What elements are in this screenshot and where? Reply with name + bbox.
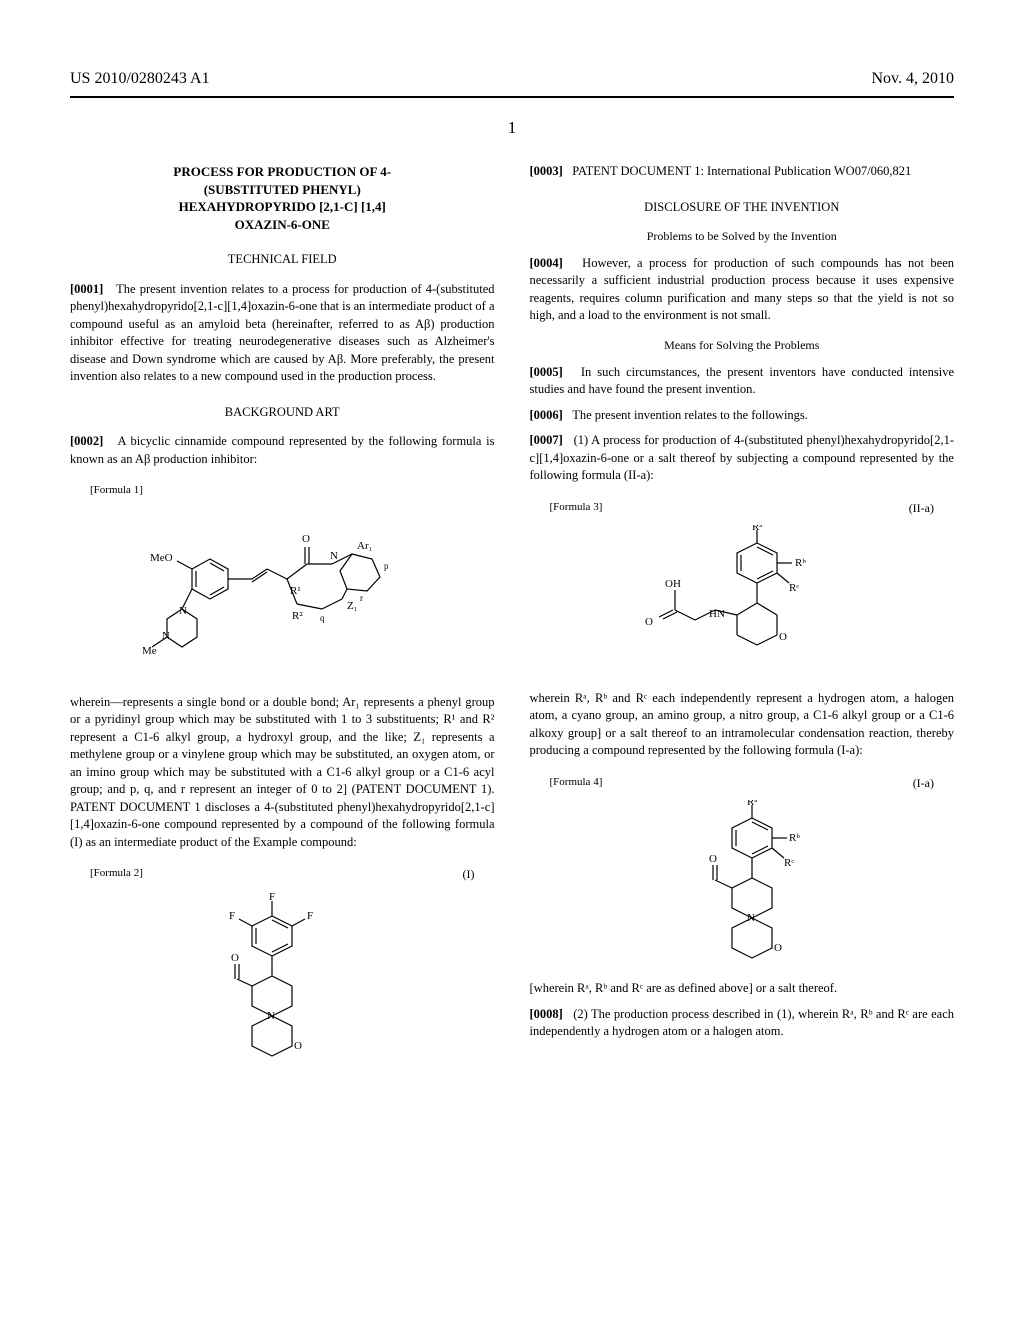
title-line: OXAZIN-6-ONE [70,216,495,234]
chem-label-q: q [320,613,325,623]
paragraph-0005: [0005] In such circumstances, the presen… [530,364,955,399]
publication-date: Nov. 4, 2010 [871,70,954,88]
chem-label-ra: Rᵃ [747,800,757,808]
para-number: [0002] [70,434,103,448]
para-number: [0003] [530,164,563,178]
page-number: 1 [70,118,954,138]
chem-label-n: N [179,605,187,617]
chem-label-o: O [709,853,717,865]
para-number: [0005] [530,365,563,379]
formula4-number: (I-a) [913,775,934,792]
paragraph-0002: [0002] A bicyclic cinnamide compound rep… [70,433,495,468]
technical-field-heading: TECHNICAL FIELD [70,251,495,269]
chem-label-z1: Z₁ [347,600,358,612]
chem-label-hn: HN [709,608,725,620]
formula2-label: [Formula 2] (I) [90,866,495,881]
formula3-label: [Formula 3] (II-a) [550,500,955,515]
chem-label-n: N [747,912,755,924]
para-number: [0006] [530,408,563,422]
chem-label-o: O [231,952,239,964]
para-number: [0001] [70,282,103,296]
chem-label-rb: Rᵇ [789,832,800,844]
para-number: [0004] [530,256,563,270]
chem-label-f: F [269,891,275,903]
para-number: [0008] [530,1007,563,1021]
chem-label-ra: Rᵃ [752,525,762,533]
para-text: (2) The production process described in … [530,1007,955,1039]
chemical-formula-4: Rᵃ Rᵇ Rᶜ O N O [657,800,827,965]
paragraph-0007b: wherein Rᵃ, Rᵇ and Rᶜ each independently… [530,690,955,760]
chem-label-o: O [779,631,787,643]
title-line: (SUBSTITUTED PHENYL) [70,181,495,199]
paragraph-0008: [0008] (2) The production process descri… [530,1006,955,1041]
para-text: PATENT DOCUMENT 1: International Publica… [572,164,911,178]
page-header: US 2010/0280243 A1 Nov. 4, 2010 [70,70,954,88]
chemical-formula-1: MeO Me N N O N Ar₁ R¹ R² Z₁ p q r [142,509,422,679]
para-text: The present invention relates to the fol… [572,408,808,422]
paragraph-0004: [0004] However, a process for production… [530,255,955,325]
para-text: In such circumstances, the present inven… [530,365,955,397]
left-column: PROCESS FOR PRODUCTION OF 4- (SUBSTITUTE… [70,163,495,1086]
formula4-label-text: [Formula 4] [550,776,603,788]
chem-label-r2: R² [292,610,303,622]
chem-label-o: O [774,942,782,954]
title-line: HEXAHYDROPYRIDO [2,1-C] [1,4] [70,198,495,216]
formula4-label: [Formula 4] (I-a) [550,775,955,790]
chemical-formula-2: F F F O N O [197,891,367,1071]
document-title: PROCESS FOR PRODUCTION OF 4- (SUBSTITUTE… [70,163,495,233]
title-line: PROCESS FOR PRODUCTION OF 4- [70,163,495,181]
paragraph-0003: [0003] PATENT DOCUMENT 1: International … [530,163,955,181]
right-column: [0003] PATENT DOCUMENT 1: International … [530,163,955,1086]
chem-label-f: F [229,910,235,922]
formula2-number: (I) [463,866,475,883]
chem-label-n: N [162,630,170,642]
chemical-formula-3: Rᵃ Rᵇ Rᶜ OH O HN O [637,525,847,675]
problems-heading: Problems to be Solved by the Invention [530,228,955,245]
two-column-layout: PROCESS FOR PRODUCTION OF 4- (SUBSTITUTE… [70,163,954,1086]
chem-label-ar1: Ar₁ [357,540,373,552]
paragraph-0002b: wherein—represents a single bond or a do… [70,694,495,852]
chem-label-f: F [307,910,313,922]
formula3-label-text: [Formula 3] [550,501,603,513]
chem-label-n: N [267,1010,275,1022]
paragraph-0006: [0006] The present invention relates to … [530,407,955,425]
para-text: The present invention relates to a proce… [70,282,495,384]
chem-label-oh: OH [665,578,681,590]
formula2-label-text: [Formula 2] [90,867,143,879]
para-text: However, a process for production of suc… [530,256,955,323]
chem-label-o: O [294,1040,302,1052]
para-number: [0007] [530,433,563,447]
publication-number: US 2010/0280243 A1 [70,70,210,88]
formula3-number: (II-a) [909,500,934,517]
formula1-label: [Formula 1] [90,483,495,498]
chem-label-rc: Rᶜ [789,582,799,594]
para-text: A bicyclic cinnamide compound represente… [70,434,495,466]
chem-label-n: N [330,550,338,562]
chem-label-me: Me [142,645,157,657]
background-art-heading: BACKGROUND ART [70,404,495,422]
disclosure-heading: DISCLOSURE OF THE INVENTION [530,199,955,217]
chem-label-o: O [302,533,310,545]
header-divider [70,96,954,98]
paragraph-0001: [0001] The present invention relates to … [70,281,495,386]
chem-label-rb: Rᵇ [795,557,806,569]
paragraph-0007c: [wherein Rᵃ, Rᵇ and Rᶜ are as defined ab… [530,980,955,998]
chem-label-r: r [360,593,363,603]
chem-label-rc: Rᶜ [784,857,794,869]
chem-label-r1: R¹ [290,585,301,597]
chem-label-p: p [384,561,389,571]
paragraph-0007: [0007] (1) A process for production of 4… [530,432,955,485]
chem-label-o: O [645,616,653,628]
means-heading: Means for Solving the Problems [530,337,955,354]
chem-label-meo: MeO [150,552,173,564]
para-text: (1) A process for production of 4-(subst… [530,433,955,482]
